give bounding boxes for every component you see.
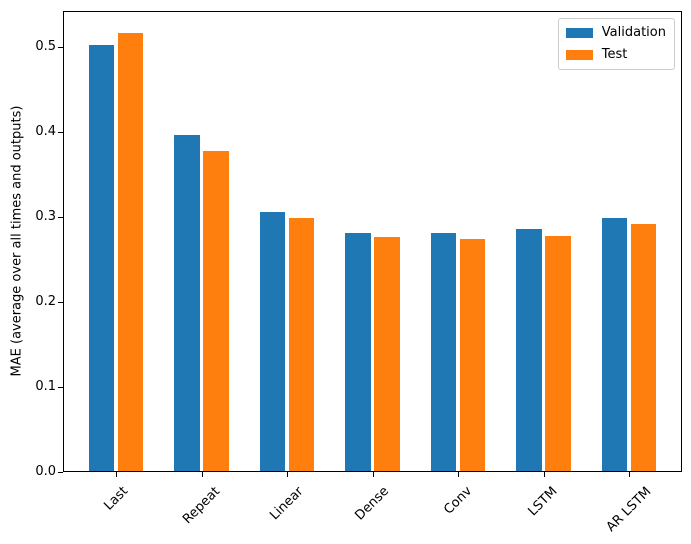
x-tick-label-dense: Dense [352,484,392,524]
x-tick-mark [287,472,288,477]
y-tick-label-0.2: 0.2 [35,293,56,309]
y-tick-mark [58,47,63,48]
x-tick-mark [543,472,545,477]
legend-label-validation: Validation [601,25,666,40]
bar-test-linear [288,217,315,472]
y-axis-label: MAE (average over all times and outputs) [9,105,25,377]
plot-area: Validation Test [63,11,682,472]
bar-validation-repeat [174,135,200,472]
legend: Validation Test [557,18,675,70]
bar-test-dense [374,237,400,472]
y-tick-mark [58,387,63,388]
bar-validation-conv [430,233,457,472]
x-tick-label-linear: Linear [267,483,307,524]
legend-item-test: Test [565,46,666,64]
y-tick-mark [58,472,63,473]
x-tick-mark [629,472,630,477]
bar-test-last [117,33,144,472]
y-tick-label-0.4: 0.4 [35,123,56,139]
bar-validation-last [88,45,115,472]
legend-item-validation: Validation [565,24,666,42]
y-tick-mark [58,302,63,303]
x-tick-label-last: Last [100,483,131,514]
x-tick-mark [201,472,203,477]
x-tick-mark [116,472,117,477]
y-tick-mark [58,217,63,218]
bars-layer [63,11,682,472]
y-tick-label-0.1: 0.1 [35,378,56,394]
y-tick-mark [58,132,63,133]
bar-test-conv [459,238,486,472]
bar-validation-linear [259,211,286,472]
x-tick-label-lstm: LSTM [525,484,561,520]
x-tick-label-repeat: Repeat [179,484,223,528]
validation-color-swatch [565,28,593,38]
x-tick-mark [458,472,459,477]
bar-validation-dense [345,233,371,472]
bar-validation-lstm [516,228,542,472]
bar-test-repeat [203,150,229,472]
bar-test-ar-lstm [630,223,657,472]
test-color-swatch [565,50,593,60]
bar-test-lstm [545,236,571,472]
x-tick-label-conv: Conv [440,483,475,518]
bar-validation-ar-lstm [601,217,628,472]
y-tick-label-0.0: 0.0 [35,464,56,479]
y-tick-label-0.3: 0.3 [35,208,56,224]
x-tick-mark [372,472,374,477]
x-tick-label-ar-lstm: AR LSTM [603,484,654,535]
legend-label-test: Test [601,47,628,62]
y-tick-label-0.5: 0.5 [35,38,56,54]
